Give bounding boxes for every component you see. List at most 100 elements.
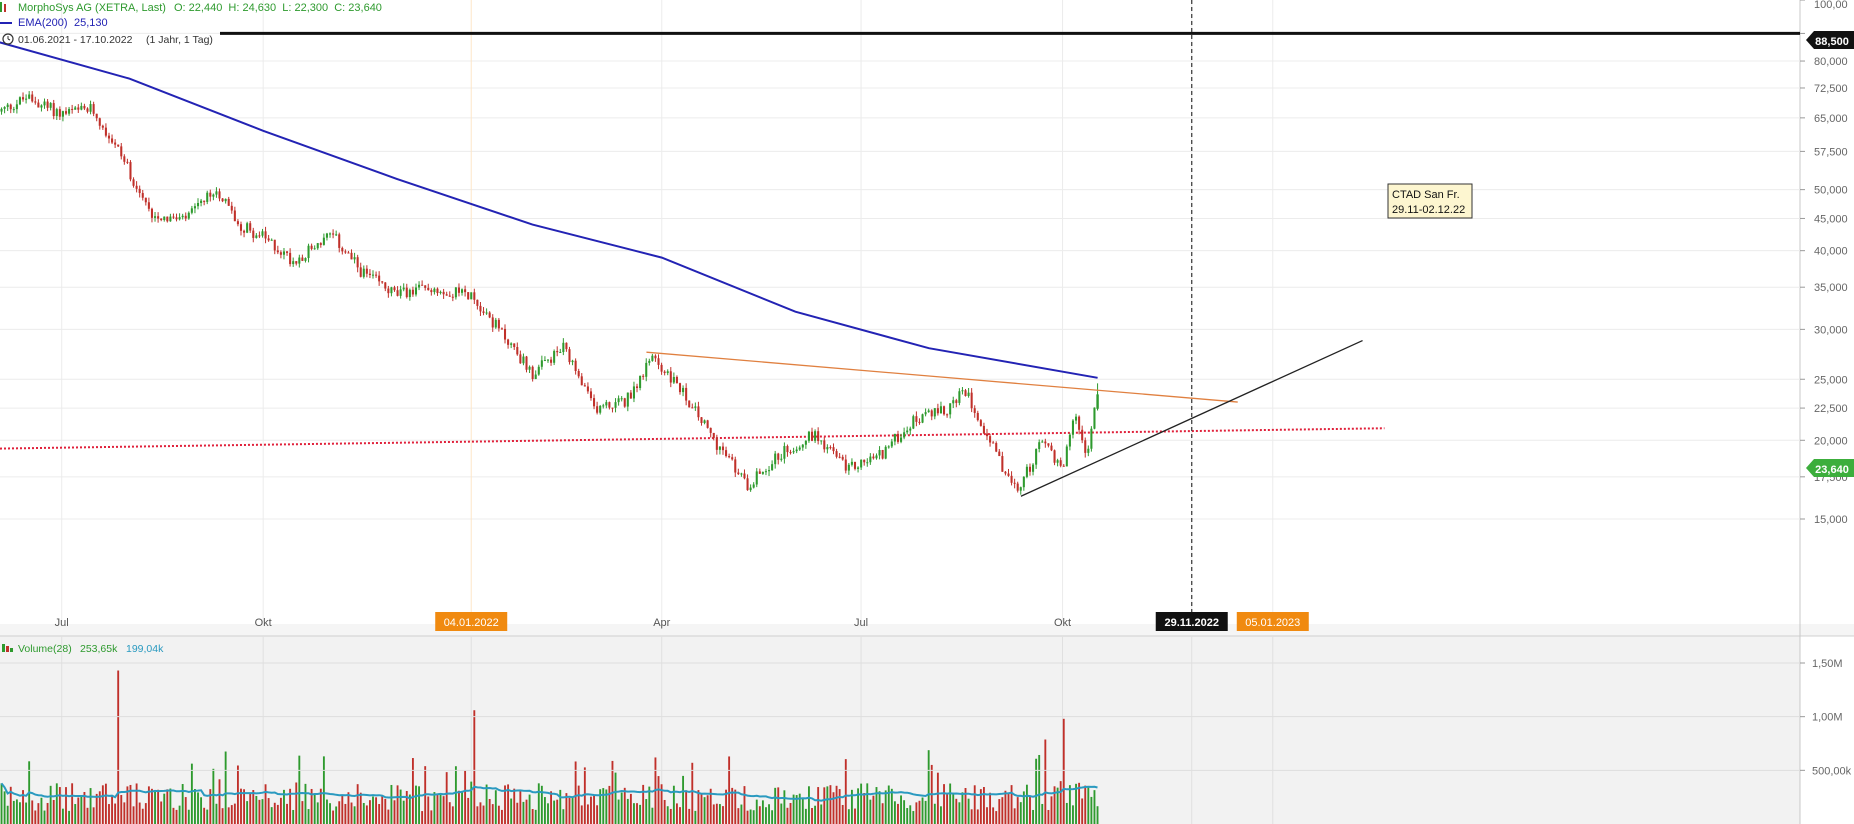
volume-bar bbox=[160, 801, 163, 824]
trend-lines[interactable] bbox=[646, 339, 1363, 497]
candle-body bbox=[924, 412, 927, 415]
support-trend-line[interactable] bbox=[1020, 339, 1363, 497]
volume-bar bbox=[774, 787, 777, 824]
volume-bar bbox=[614, 772, 617, 824]
candle-body bbox=[0, 108, 3, 112]
candle-body bbox=[568, 349, 571, 363]
candle-body bbox=[559, 352, 562, 354]
candle-body bbox=[976, 412, 979, 421]
volume-axis: 1,50M 1,00M 500,00k bbox=[0, 658, 1852, 777]
candle-body bbox=[973, 408, 976, 413]
candle-body bbox=[881, 450, 884, 459]
volume-bar bbox=[283, 789, 285, 824]
volume-label: Volume(28) bbox=[18, 643, 72, 655]
candle-body bbox=[384, 282, 387, 289]
candle-body bbox=[752, 484, 755, 488]
volume-bar bbox=[921, 797, 924, 824]
candle-body bbox=[200, 200, 203, 204]
candle-body bbox=[728, 456, 731, 458]
volume-bar bbox=[682, 775, 685, 824]
volume-bar bbox=[86, 807, 89, 824]
volume-bar bbox=[777, 787, 780, 824]
candle-body bbox=[325, 233, 328, 238]
candle-body bbox=[853, 461, 857, 469]
volume-bar bbox=[1032, 809, 1034, 824]
volume-bar bbox=[875, 787, 878, 824]
candle-body bbox=[267, 238, 270, 241]
candle-body bbox=[1096, 394, 1099, 409]
volume-bar bbox=[313, 793, 316, 824]
candle-body bbox=[675, 376, 678, 384]
candle-body bbox=[1056, 460, 1059, 463]
volume-bars bbox=[0, 670, 1099, 824]
candle-body bbox=[884, 446, 887, 459]
horizontal-line-value: 88,500 bbox=[1815, 36, 1849, 48]
candle-body bbox=[580, 376, 583, 386]
volume-bar bbox=[725, 789, 727, 824]
candle-body bbox=[451, 296, 454, 298]
volume-bar bbox=[890, 788, 893, 824]
volume-bar bbox=[927, 750, 930, 824]
volume-bar bbox=[473, 710, 476, 824]
candle-body bbox=[998, 451, 1001, 457]
candle-body bbox=[786, 446, 789, 453]
volume-bar bbox=[172, 807, 175, 824]
candle-body bbox=[150, 208, 153, 218]
dotted-line[interactable] bbox=[0, 427, 1385, 450]
volume-bar bbox=[461, 790, 463, 824]
volume-bar bbox=[104, 783, 107, 824]
volume-bar bbox=[295, 782, 298, 824]
candle-body bbox=[335, 234, 338, 236]
volume-bar bbox=[820, 804, 823, 824]
volume-bar bbox=[384, 798, 387, 824]
volume-bar bbox=[553, 800, 556, 824]
candle-body bbox=[402, 287, 405, 290]
candle-body bbox=[203, 200, 206, 202]
candle-body bbox=[838, 456, 841, 458]
volume-bar bbox=[881, 803, 884, 824]
panel-separator[interactable] bbox=[0, 624, 1854, 636]
candle-body bbox=[114, 142, 117, 145]
price-tick-label: 35,000 bbox=[1814, 282, 1848, 294]
volume-bar bbox=[752, 810, 755, 824]
volume-bar bbox=[1053, 786, 1056, 824]
volume-bar bbox=[276, 804, 279, 824]
candle-body bbox=[282, 251, 286, 255]
volume-bar bbox=[1084, 785, 1087, 824]
volume-bar bbox=[795, 795, 798, 824]
volume-bar bbox=[344, 803, 347, 824]
candle-body bbox=[525, 356, 528, 370]
volume-bar bbox=[676, 803, 678, 824]
candle-body bbox=[1059, 460, 1062, 466]
candle-body bbox=[810, 431, 814, 441]
candle-body bbox=[166, 216, 169, 222]
last-price-value: 23,640 bbox=[1815, 464, 1849, 476]
candle-body bbox=[979, 420, 982, 426]
volume-average-line bbox=[0, 782, 1098, 802]
candle-body bbox=[890, 441, 893, 447]
event-annotation[interactable]: CTAD San Fr. 29.11-02.12.22 bbox=[1387, 183, 1473, 219]
candle-body bbox=[169, 216, 172, 222]
volume-bar bbox=[347, 792, 350, 824]
volume-bar bbox=[623, 787, 626, 824]
candle-body bbox=[243, 230, 246, 233]
volume-bar bbox=[451, 806, 454, 824]
candle-body bbox=[387, 288, 390, 294]
candle-body bbox=[992, 442, 995, 444]
ema200-line[interactable] bbox=[0, 41, 1098, 379]
volume-bar bbox=[857, 788, 859, 824]
time-tick-label: Okt bbox=[255, 617, 272, 629]
resistance-line[interactable] bbox=[646, 351, 1238, 403]
volume-bar bbox=[175, 809, 178, 824]
volume-bar bbox=[3, 791, 6, 824]
candle-body bbox=[967, 392, 970, 396]
dotted-support-line[interactable] bbox=[0, 427, 1385, 450]
candle-body bbox=[632, 386, 635, 399]
volume-bar bbox=[132, 806, 135, 824]
ema200-path[interactable] bbox=[0, 41, 1098, 379]
candle-body bbox=[688, 400, 691, 408]
candle-body bbox=[648, 360, 651, 363]
price-tick-label: 100,00 bbox=[1814, 0, 1848, 11]
volume-bar bbox=[1019, 802, 1022, 824]
